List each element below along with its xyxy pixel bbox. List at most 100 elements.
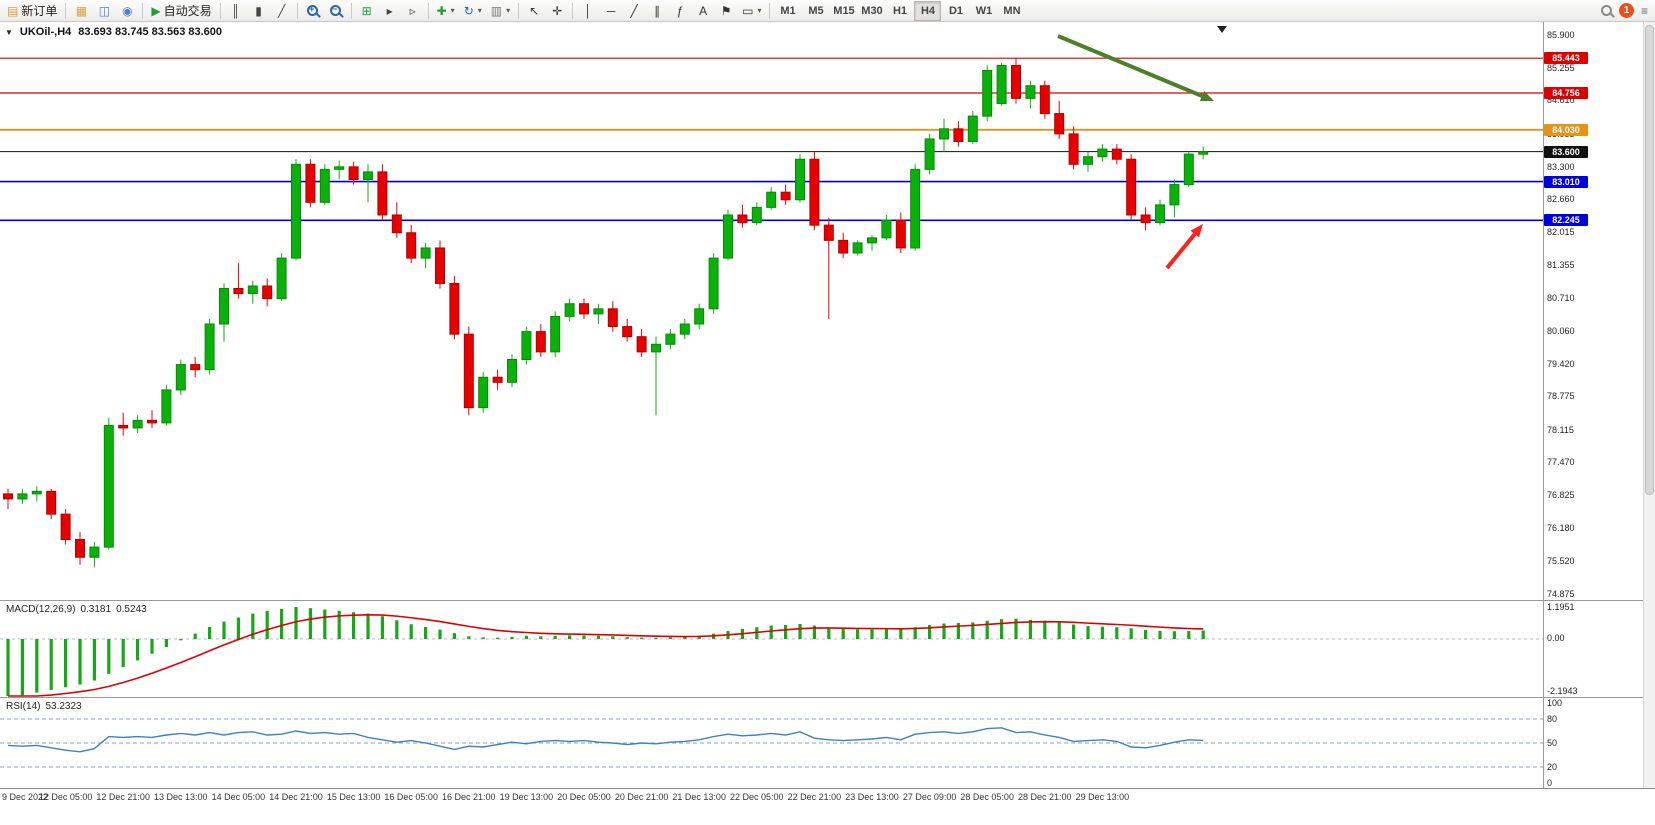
price-tick: 77.470: [1547, 457, 1575, 468]
candle: [435, 240, 445, 289]
vertical-scrollbar[interactable]: [1643, 22, 1655, 788]
timeframe-d1[interactable]: D1: [942, 1, 969, 21]
chart-shift-marker-icon[interactable]: [1217, 26, 1227, 33]
candle: [406, 225, 417, 264]
quote-dropdown-icon[interactable]: ▼: [5, 27, 13, 37]
macd-histogram: [6, 606, 1205, 696]
timeframe-h1[interactable]: H1: [886, 1, 913, 21]
candle: [1025, 80, 1036, 109]
navigator-button[interactable]: ◉: [116, 1, 138, 21]
candle: [550, 311, 561, 357]
price-level-badge: 82.245: [1544, 214, 1588, 227]
new-order-label: 新订单: [21, 4, 58, 18]
candle: [982, 65, 993, 122]
time-tick: 9 Dec 2022: [2, 792, 49, 802]
candle: [204, 318, 215, 375]
chart-symbol-period: UKOil-,H4: [19, 26, 72, 38]
price-level-badge: 85.443: [1544, 52, 1588, 65]
price-tick: 76.180: [1547, 522, 1575, 533]
macd-axis-tick: 0.00: [1547, 633, 1565, 643]
trendline-icon: ╱: [630, 3, 638, 18]
search-icon[interactable]: [1600, 5, 1612, 16]
trendline-button[interactable]: ╱: [623, 1, 645, 21]
candle: [291, 159, 301, 261]
text-label-button[interactable]: A: [692, 1, 714, 21]
candle: [521, 326, 532, 365]
time-tick: 28 Dec 05:00: [960, 792, 1014, 802]
market-watch-icon: ▦: [75, 3, 88, 18]
candle: [319, 164, 330, 205]
timeframe-m15[interactable]: M15: [830, 1, 857, 21]
candle: [190, 356, 201, 378]
macd-name: MACD(12,26,9): [6, 604, 76, 615]
horizontal-line-button[interactable]: ─: [600, 1, 622, 21]
toolbar-separator: [142, 2, 144, 19]
line-chart-mode-icon: ╱: [277, 3, 286, 18]
candle: [737, 204, 748, 228]
equidistant-channel-button[interactable]: ∥: [646, 1, 668, 21]
crosshair-button[interactable]: ✛: [546, 1, 568, 21]
new-order-button[interactable]: ▤ 新订单: [3, 1, 61, 21]
templates-icon: ▥: [490, 3, 503, 18]
templates-button[interactable]: ▥ ▾: [487, 1, 514, 21]
add-indicator-button[interactable]: ✚ ▾: [433, 1, 459, 21]
scrollbar-thumb[interactable]: [1645, 25, 1654, 495]
timeframe-m1[interactable]: M1: [774, 1, 801, 21]
zoom-in-button[interactable]: +: [302, 1, 324, 21]
price-level-badge: 84.756: [1544, 87, 1588, 99]
tile-windows-button[interactable]: ⊞: [356, 1, 378, 21]
chart-shift-button[interactable]: ▹: [402, 1, 424, 21]
time-tick: 23 Dec 13:00: [845, 792, 899, 802]
zoom-out-icon: −: [330, 4, 342, 16]
data-window-button[interactable]: ◫: [93, 1, 115, 21]
price-tick: 81.355: [1547, 260, 1575, 271]
candlestick-mode-button[interactable]: ▮: [248, 1, 270, 21]
candle: [334, 160, 345, 180]
line-chart-mode-button[interactable]: ╱: [271, 1, 293, 21]
candle: [147, 410, 157, 428]
market-watch-button[interactable]: ▦: [70, 1, 92, 21]
candle: [967, 111, 978, 145]
candle: [132, 415, 143, 434]
vertical-line-button[interactable]: │: [577, 1, 599, 21]
navigator-icon: ◉: [122, 3, 133, 18]
toolbar-separator: [65, 2, 67, 19]
fibonacci-button[interactable]: ƒ: [669, 1, 691, 21]
rsi-name: RSI(14): [6, 701, 41, 712]
cursor-button[interactable]: ↖: [523, 1, 545, 21]
auto-trading-button[interactable]: ▶ 自动交易: [147, 1, 215, 21]
zoom-out-button[interactable]: −: [325, 1, 347, 21]
candle: [910, 164, 921, 251]
timeframe-h4[interactable]: H4: [914, 0, 942, 21]
toolbar-right: 1 ≡: [1600, 3, 1652, 18]
timeframe-w1[interactable]: W1: [970, 1, 997, 21]
shapes-button[interactable]: ▭ ▾: [738, 1, 765, 21]
candle: [593, 303, 604, 325]
timeframe-mn[interactable]: MN: [998, 1, 1025, 21]
candle: [276, 253, 287, 302]
candle: [233, 263, 244, 299]
add-indicator-icon: ✚: [436, 3, 447, 18]
candle: [895, 212, 906, 254]
candles-layer: [3, 58, 1209, 568]
ohlc-bars-mode-button[interactable]: ║: [225, 1, 247, 21]
candle: [1083, 151, 1093, 172]
trend-arrow-annotation[interactable]: [1057, 34, 1214, 102]
arrows-objects-button[interactable]: ⚑: [715, 1, 737, 21]
candle: [89, 542, 100, 568]
candle: [363, 164, 373, 203]
timeframe-m5[interactable]: M5: [802, 1, 829, 21]
timeframe-m30[interactable]: M30: [858, 1, 885, 21]
auto-trading-label: 自动交易: [163, 4, 212, 18]
toolbar-overflow-icon[interactable]: ≡: [1640, 3, 1648, 18]
auto-scroll-button[interactable]: ▸: [379, 1, 401, 21]
horizontal-line-icon: ─: [606, 3, 616, 18]
time-tick: 16 Dec 21:00: [442, 792, 496, 802]
notification-badge[interactable]: 1: [1618, 3, 1634, 18]
candle: [622, 318, 633, 342]
candle: [795, 154, 805, 203]
time-tick: 22 Dec 05:00: [730, 792, 784, 802]
bounce-arrow-annotation[interactable]: [1165, 224, 1203, 270]
periods-button[interactable]: ↻ ▾: [460, 1, 486, 21]
